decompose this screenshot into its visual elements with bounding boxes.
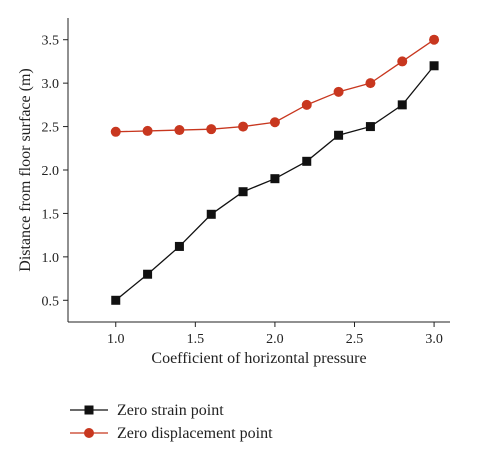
data-point-zero-displacement	[429, 34, 440, 45]
data-point-zero-strain	[302, 156, 312, 166]
data-point-zero-displacement	[397, 56, 408, 67]
y-tick-label: 1.5	[42, 207, 60, 222]
x-tick-label: 1.5	[187, 332, 205, 347]
legend-marker-square	[84, 405, 94, 415]
y-tick-label: 2.5	[42, 121, 60, 136]
data-point-zero-strain	[270, 174, 280, 184]
data-point-zero-displacement	[365, 78, 376, 89]
data-point-zero-displacement	[301, 99, 312, 110]
x-tick-label: 1.0	[107, 332, 125, 347]
y-tick-label: 3.0	[42, 77, 60, 92]
y-axis-title: Distance from floor surface (m)	[17, 68, 34, 271]
data-point-zero-strain	[143, 269, 153, 279]
data-point-zero-displacement	[269, 117, 280, 128]
legend: Zero strain point Zero displacement poin…	[70, 402, 273, 442]
data-point-zero-strain	[174, 241, 184, 251]
series-layer	[110, 34, 440, 305]
data-point-zero-displacement	[238, 121, 249, 132]
data-point-zero-strain	[429, 61, 439, 71]
legend-item-zero-strain: Zero strain point	[70, 402, 224, 419]
x-tick-label: 2.5	[346, 332, 364, 347]
data-point-zero-strain	[238, 187, 248, 197]
plot-area: 1.0 1.5 2.0 2.5 3.0 0.5 1.0 1.5 2.0 2.5 3.0 3.5	[42, 18, 450, 347]
x-tick-label: 3.0	[425, 332, 443, 347]
data-point-zero-strain	[206, 209, 216, 219]
data-point-zero-strain	[397, 100, 407, 110]
x-axis-title: Coefficient of horizontal pressure	[151, 350, 366, 367]
y-tick-label: 0.5	[42, 294, 60, 309]
data-point-zero-displacement	[142, 125, 153, 136]
y-tick-label: 2.0	[42, 164, 60, 179]
y-axis-ticks: 0.5 1.0 1.5 2.0 2.5 3.0 3.5	[42, 34, 68, 309]
legend-label-zero-displacement: Zero displacement point	[117, 425, 273, 442]
legend-marker-circle	[84, 428, 94, 438]
y-tick-label: 3.5	[42, 34, 60, 49]
data-point-zero-strain	[334, 130, 344, 140]
x-tick-label: 2.0	[266, 332, 284, 347]
legend-label-zero-strain: Zero strain point	[117, 402, 224, 419]
data-point-zero-displacement	[174, 125, 185, 136]
legend-item-zero-displacement: Zero displacement point	[70, 425, 273, 442]
y-tick-label: 1.0	[42, 251, 60, 266]
data-point-zero-strain	[365, 122, 375, 132]
x-axis-ticks: 1.0 1.5 2.0 2.5 3.0	[107, 322, 443, 347]
data-point-zero-displacement	[206, 124, 217, 135]
data-point-zero-displacement	[333, 86, 344, 97]
data-point-zero-strain	[111, 295, 121, 305]
data-point-zero-displacement	[110, 126, 121, 137]
